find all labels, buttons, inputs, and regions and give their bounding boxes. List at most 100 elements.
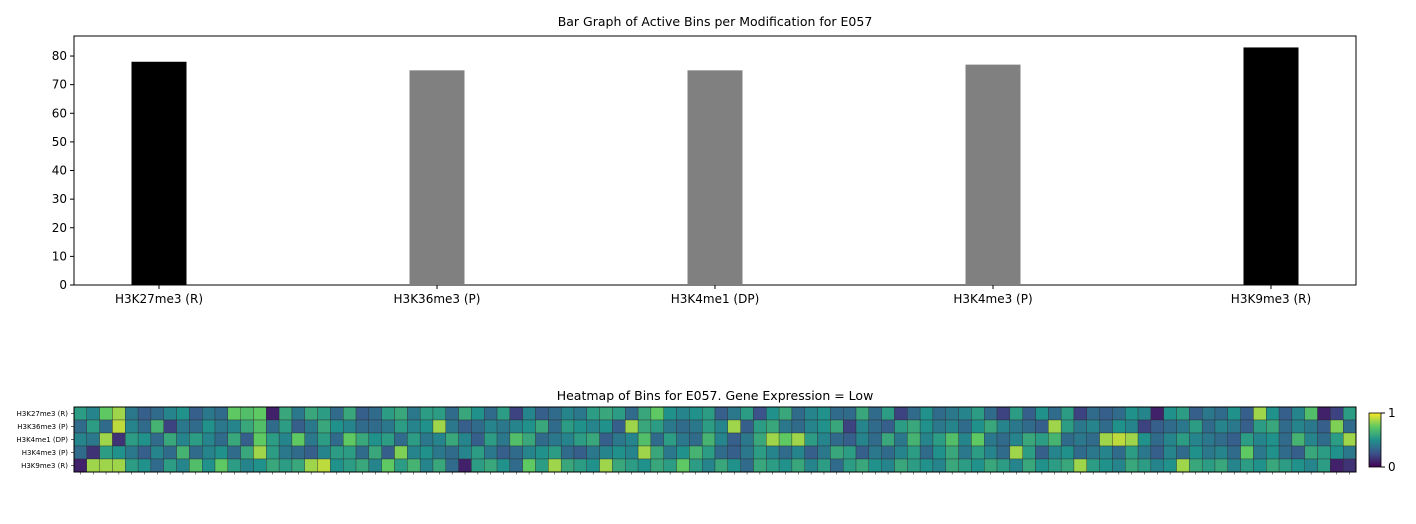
- heatmap-cell: [137, 406, 152, 421]
- heatmap-cell: [868, 432, 882, 447]
- heatmap-cell: [317, 419, 331, 434]
- heatmap-cell: [804, 406, 818, 421]
- heatmap-cell: [1060, 419, 1075, 434]
- heatmap-cell: [817, 445, 831, 460]
- heatmap-cell: [1317, 406, 1331, 421]
- heatmap-cell: [907, 445, 921, 460]
- heatmap-cell: [791, 458, 805, 473]
- heatmap-cell: [1125, 458, 1139, 473]
- heatmap-cell: [612, 406, 626, 421]
- heatmap-cell: [407, 406, 421, 421]
- heatmap-cell: [432, 432, 446, 447]
- heatmap-cell: [599, 445, 613, 460]
- heatmap-cell: [881, 445, 895, 460]
- heatmap-cell: [625, 445, 639, 460]
- heatmap-cell: [330, 419, 344, 434]
- heatmap-cell: [150, 419, 164, 434]
- heatmap-cell: [740, 419, 754, 434]
- heatmap-cell: [881, 419, 895, 434]
- heatmap-cell: [253, 406, 267, 421]
- heatmap-cell: [727, 458, 741, 473]
- heatmap-cell: [971, 406, 985, 421]
- heatmap-cell: [637, 419, 652, 434]
- heatmap-cell: [919, 406, 934, 421]
- heatmap-cell: [1201, 445, 1216, 460]
- heatmap-cell: [1060, 458, 1075, 473]
- heatmap-cells: [73, 406, 1357, 473]
- heatmap-cell: [355, 445, 370, 460]
- heatmap-cell: [996, 419, 1011, 434]
- heatmap-cell: [1112, 458, 1126, 473]
- heatmap-cell: [1137, 458, 1152, 473]
- heatmap-cell: [599, 432, 613, 447]
- heatmap-cell: [958, 419, 972, 434]
- heatmap-cell: [163, 445, 177, 460]
- bar: [687, 70, 743, 286]
- heatmap-cell: [125, 419, 139, 434]
- heatmap-cell: [189, 445, 203, 460]
- heatmap-cell: [1099, 458, 1113, 473]
- heatmap-cell: [843, 419, 857, 434]
- heatmap-cell: [445, 406, 459, 421]
- heatmap-cell: [1150, 406, 1164, 421]
- bar: [409, 70, 465, 286]
- heatmap-cell: [163, 419, 177, 434]
- heatmap-cell: [1343, 432, 1357, 447]
- y-tick-label: 40: [52, 164, 67, 178]
- heatmap-cell: [753, 432, 767, 447]
- heatmap-cell: [99, 419, 113, 434]
- heatmap-cell: [163, 432, 177, 447]
- heatmap-cell: [1253, 432, 1267, 447]
- heatmap-cell: [727, 445, 741, 460]
- heatmap-cell: [778, 406, 793, 421]
- row-label: H3K27me3 (R): [17, 410, 69, 418]
- heatmap-cell: [1343, 458, 1357, 473]
- heatmap-cell: [907, 458, 921, 473]
- heatmap-cell: [1266, 406, 1280, 421]
- heatmap-cell: [150, 445, 164, 460]
- heatmap-cell: [368, 445, 382, 460]
- heatmap-cell: [150, 458, 164, 473]
- heatmap-cell: [702, 406, 716, 421]
- heatmap-cell: [125, 432, 139, 447]
- heatmap-cell: [1330, 458, 1344, 473]
- heatmap-cell: [432, 406, 446, 421]
- heatmap-cell: [496, 445, 511, 460]
- heatmap-cell: [1253, 445, 1267, 460]
- heatmap-cell: [637, 432, 652, 447]
- heatmap-cell: [753, 419, 767, 434]
- heatmap-cell: [727, 406, 741, 421]
- heatmap-cell: [663, 458, 677, 473]
- heatmap-cell: [1189, 458, 1203, 473]
- heatmap-cell: [99, 458, 113, 473]
- heatmap-cell: [817, 458, 831, 473]
- heatmap-cell: [394, 432, 408, 447]
- heatmap-cell: [1150, 419, 1164, 434]
- bar-chart-x-axis: H3K27me3 (R) H3K36me3 (P) H3K4me1 (DP) H3K4…: [115, 285, 1311, 306]
- heatmap-cell: [560, 406, 575, 421]
- heatmap-cell: [150, 432, 164, 447]
- heatmap-cell: [1022, 406, 1036, 421]
- heatmap-cell: [458, 445, 472, 460]
- heatmap-cell: [535, 406, 549, 421]
- heatmap-cell: [1330, 406, 1344, 421]
- bar-chart-title: Bar Graph of Active Bins per Modificatio…: [558, 14, 873, 29]
- heatmap-cell: [855, 432, 870, 447]
- heatmap-cell: [996, 445, 1011, 460]
- heatmap-cell: [1009, 419, 1023, 434]
- bar: [965, 64, 1021, 285]
- heatmap-cell: [253, 419, 267, 434]
- heatmap-cell: [984, 458, 998, 473]
- heatmap-cell: [317, 406, 331, 421]
- heatmap-cell: [650, 445, 664, 460]
- heatmap-cell: [676, 458, 690, 473]
- heatmap-cell: [163, 406, 177, 421]
- heatmap-cell: [958, 458, 972, 473]
- heatmap-cell: [304, 419, 318, 434]
- heatmap-cell: [496, 458, 511, 473]
- heatmap-cell: [663, 406, 677, 421]
- heatmap-cell: [663, 432, 677, 447]
- heatmap-cell: [240, 458, 254, 473]
- heatmap-cell: [343, 419, 357, 434]
- heatmap-cell: [1176, 406, 1190, 421]
